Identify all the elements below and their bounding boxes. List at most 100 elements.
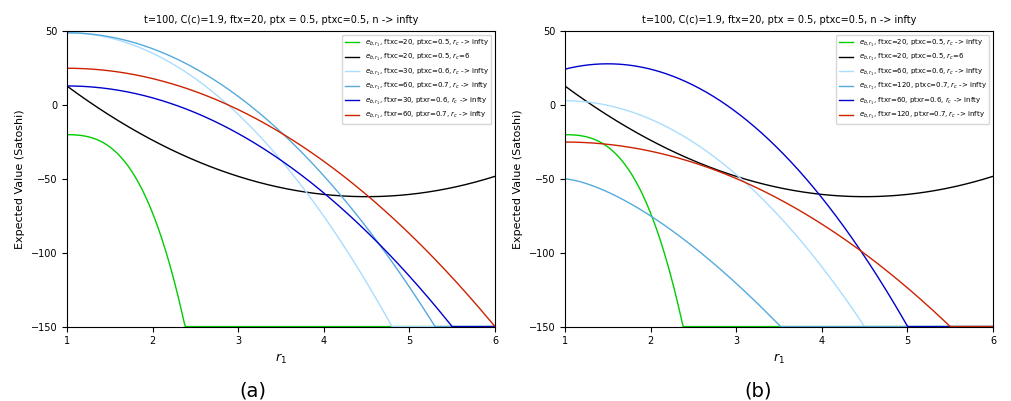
$e_{b,r_1}$, ftxc=120, ptxc=0.7, $r_c$ -> infty	[775, 324, 788, 329]
Title: t=100, C(c)=1.9, ftx=20, ptx = 0.5, ptxc=0.5, n -> infty: t=100, C(c)=1.9, ftx=20, ptx = 0.5, ptxc…	[144, 15, 419, 25]
$e_{b,r_1}$, ftxr=120, ptxr=0.7, $r_c$ -> infty	[978, 324, 990, 329]
$e_{b,r_1}$, ftxc=30, ptxc=0.6, $r_c$ -> infty	[61, 30, 73, 35]
$e_{b,r_1}$, ftxr=60, ptxr=0.6, $r_c$ -> infty	[765, 140, 777, 145]
Text: (b): (b)	[744, 382, 772, 401]
$e_{b,r_1}$, ftxr=30, ptxr=0.6, $r_c$ -> infty	[489, 324, 501, 329]
$e_{b,r_1}$, ftxc=60, ptxc=0.7, $r_c$ -> infty	[479, 324, 491, 329]
$e_{b,r_1}$, ftxc=20, ptxc=0.5, $r_c$ -> infty	[763, 324, 775, 329]
$e_{b,r_1}$, ftxc=20, ptxc=0.5, $r_c$ -> infty	[412, 324, 425, 329]
$e_{b,r_1}$, ftxr=60, ptxr=0.6, $r_c$ -> infty	[979, 324, 991, 329]
$e_{b,r_1}$, ftxr=120, ptxr=0.7, $r_c$ -> infty	[764, 192, 776, 197]
$e_{b,r_1}$, ftxc=20, ptxc=0.5, $r_c$ -> infty	[815, 324, 827, 329]
$e_{b,r_1}$, ftxc=20, ptxc=0.5, $r_c$ -> infty	[978, 324, 990, 329]
$e_{b,r_1}$, ftxc=120, ptxc=0.7, $r_c$ -> infty	[762, 312, 774, 316]
$e_{b,r_1}$, ftxc=60, ptxc=0.6, $r_c$ -> infty	[859, 324, 871, 329]
$e_{b,r_1}$, ftxc=60, ptxc=0.7, $r_c$ -> infty	[489, 324, 501, 329]
Line: $e_{b,r_1}$, ftxc=20, ptxc=0.5, $r_c$=6: $e_{b,r_1}$, ftxc=20, ptxc=0.5, $r_c$=6	[67, 86, 495, 196]
$e_{b,r_1}$, ftxr=120, ptxr=0.7, $r_c$ -> infty	[910, 293, 922, 298]
$e_{b,r_1}$, ftxr=60, ptxr=0.7, $r_c$ -> infty	[267, 126, 279, 130]
$e_{b,r_1}$, ftxc=20, ptxc=0.5, $r_c$ -> infty	[987, 324, 999, 329]
$e_{b,r_1}$, ftxc=60, ptxc=0.7, $r_c$ -> infty	[430, 324, 442, 329]
$e_{b,r_1}$, ftxc=120, ptxc=0.7, $r_c$ -> infty	[987, 324, 999, 329]
$e_{b,r_1}$, ftxc=60, ptxc=0.7, $r_c$ -> infty	[267, 122, 279, 127]
Y-axis label: Expected Value (Satoshi): Expected Value (Satoshi)	[15, 109, 25, 249]
$e_{b,r_1}$, ftxr=120, ptxr=0.7, $r_c$ -> infty	[559, 140, 571, 144]
$e_{b,r_1}$, ftxr=60, ptxr=0.7, $r_c$ -> infty	[478, 312, 490, 317]
$e_{b,r_1}$, ftxc=20, ptxc=0.5, $r_c$=6	[264, 183, 276, 188]
$e_{b,r_1}$, ftxc=60, ptxc=0.7, $r_c$ -> infty	[411, 297, 424, 302]
Line: $e_{b,r_1}$, ftxc=120, ptxc=0.7, $r_c$ -> infty: $e_{b,r_1}$, ftxc=120, ptxc=0.7, $r_c$ -…	[565, 179, 993, 326]
$e_{b,r_1}$, ftxr=60, ptxr=0.6, $r_c$ -> infty	[792, 166, 804, 171]
$e_{b,r_1}$, ftxc=60, ptxc=0.7, $r_c$ -> infty	[315, 171, 328, 176]
$e_{b,r_1}$, ftxc=30, ptxc=0.6, $r_c$ -> infty	[489, 324, 501, 329]
$e_{b,r_1}$, ftxc=20, ptxc=0.5, $r_c$=6	[412, 191, 425, 196]
Line: $e_{b,r_1}$, ftxr=120, ptxr=0.7, $r_c$ -> infty: $e_{b,r_1}$, ftxr=120, ptxr=0.7, $r_c$ -…	[565, 142, 993, 326]
$e_{b,r_1}$, ftxc=20, ptxc=0.5, $r_c$=6	[987, 174, 999, 179]
$e_{b,r_1}$, ftxr=120, ptxr=0.7, $r_c$ -> infty	[814, 220, 826, 225]
Y-axis label: Expected Value (Satoshi): Expected Value (Satoshi)	[513, 109, 523, 249]
X-axis label: $r_1$: $r_1$	[275, 352, 287, 366]
$e_{b,r_1}$, ftxr=30, ptxr=0.6, $r_c$ -> infty	[267, 152, 279, 157]
Line: $e_{b,r_1}$, ftxc=60, ptxc=0.7, $r_c$ -> infty: $e_{b,r_1}$, ftxc=60, ptxc=0.7, $r_c$ ->…	[67, 33, 495, 326]
$e_{b,r_1}$, ftxr=120, ptxr=0.7, $r_c$ -> infty	[945, 324, 957, 329]
$e_{b,r_1}$, ftxr=30, ptxr=0.6, $r_c$ -> infty	[447, 324, 459, 329]
$e_{b,r_1}$, ftxc=20, ptxc=0.5, $r_c$ -> infty	[489, 324, 501, 329]
$e_{b,r_1}$, ftxr=120, ptxr=0.7, $r_c$ -> infty	[987, 324, 999, 329]
$e_{b,r_1}$, ftxr=60, ptxr=0.6, $r_c$ -> infty	[559, 67, 571, 71]
$e_{b,r_1}$, ftxc=20, ptxc=0.5, $r_c$ -> infty	[479, 324, 491, 329]
$e_{b,r_1}$, ftxc=20, ptxc=0.5, $r_c$=6	[360, 194, 372, 199]
$e_{b,r_1}$, ftxc=20, ptxc=0.5, $r_c$=6	[978, 177, 990, 182]
Line: $e_{b,r_1}$, ftxr=60, ptxr=0.7, $r_c$ -> infty: $e_{b,r_1}$, ftxr=60, ptxr=0.7, $r_c$ ->…	[67, 68, 495, 326]
$e_{b,r_1}$, ftxc=20, ptxc=0.5, $r_c$ -> infty	[293, 324, 305, 329]
$e_{b,r_1}$, ftxc=20, ptxc=0.5, $r_c$=6	[61, 83, 73, 88]
Text: (a): (a)	[240, 382, 266, 401]
Legend: $e_{b,r_1}$, ftxc=20, ptxc=0.5, $r_c$ -> infty, $e_{b,r_1}$, ftxc=20, ptxc=0.5, : $e_{b,r_1}$, ftxc=20, ptxc=0.5, $r_c$ ->…	[836, 35, 990, 124]
Line: $e_{b,r_1}$, ftxc=60, ptxc=0.6, $r_c$ -> infty: $e_{b,r_1}$, ftxc=60, ptxc=0.6, $r_c$ ->…	[565, 101, 993, 326]
$e_{b,r_1}$, ftxc=20, ptxc=0.5, $r_c$ -> infty	[61, 132, 73, 137]
$e_{b,r_1}$, ftxc=60, ptxc=0.7, $r_c$ -> infty	[292, 147, 304, 152]
$e_{b,r_1}$, ftxc=20, ptxc=0.5, $r_c$ -> infty	[179, 324, 191, 329]
$e_{b,r_1}$, ftxr=60, ptxr=0.6, $r_c$ -> infty	[763, 138, 775, 142]
$e_{b,r_1}$, ftxc=60, ptxc=0.7, $r_c$ -> infty	[264, 120, 276, 125]
$e_{b,r_1}$, ftxc=60, ptxc=0.6, $r_c$ -> infty	[762, 202, 774, 207]
$e_{b,r_1}$, ftxc=20, ptxc=0.5, $r_c$ -> infty	[792, 324, 804, 329]
$e_{b,r_1}$, ftxr=60, ptxr=0.7, $r_c$ -> infty	[61, 66, 73, 71]
Line: $e_{b,r_1}$, ftxc=30, ptxc=0.6, $r_c$ -> infty: $e_{b,r_1}$, ftxc=30, ptxc=0.6, $r_c$ ->…	[67, 33, 495, 326]
Line: $e_{b,r_1}$, ftxr=60, ptxr=0.6, $r_c$ -> infty: $e_{b,r_1}$, ftxr=60, ptxr=0.6, $r_c$ ->…	[565, 64, 993, 326]
Line: $e_{b,r_1}$, ftxc=20, ptxc=0.5, $r_c$ -> infty: $e_{b,r_1}$, ftxc=20, ptxc=0.5, $r_c$ ->…	[67, 135, 495, 326]
$e_{b,r_1}$, ftxc=120, ptxc=0.7, $r_c$ -> infty	[911, 324, 923, 329]
$e_{b,r_1}$, ftxr=120, ptxr=0.7, $r_c$ -> infty	[791, 206, 803, 211]
$e_{b,r_1}$, ftxr=60, ptxr=0.6, $r_c$ -> infty	[902, 324, 914, 329]
$e_{b,r_1}$, ftxc=20, ptxc=0.5, $r_c$=6	[762, 183, 774, 188]
$e_{b,r_1}$, ftxc=60, ptxc=0.6, $r_c$ -> infty	[814, 261, 826, 266]
$e_{b,r_1}$, ftxc=20, ptxc=0.5, $r_c$=6	[559, 83, 571, 88]
X-axis label: $r_1$: $r_1$	[773, 352, 785, 366]
$e_{b,r_1}$, ftxc=20, ptxc=0.5, $r_c$ -> infty	[911, 324, 923, 329]
$e_{b,r_1}$, ftxc=20, ptxc=0.5, $r_c$=6	[292, 188, 304, 193]
$e_{b,r_1}$, ftxc=60, ptxc=0.6, $r_c$ -> infty	[911, 324, 923, 329]
$e_{b,r_1}$, ftxc=30, ptxc=0.6, $r_c$ -> infty	[292, 180, 304, 184]
$e_{b,r_1}$, ftxr=30, ptxr=0.6, $r_c$ -> infty	[315, 189, 328, 194]
$e_{b,r_1}$, ftxr=60, ptxr=0.7, $r_c$ -> infty	[264, 124, 276, 129]
Line: $e_{b,r_1}$, ftxr=30, ptxr=0.6, $r_c$ -> infty: $e_{b,r_1}$, ftxr=30, ptxr=0.6, $r_c$ ->…	[67, 86, 495, 326]
$e_{b,r_1}$, ftxc=60, ptxc=0.6, $r_c$ -> infty	[978, 324, 990, 329]
$e_{b,r_1}$, ftxc=20, ptxc=0.5, $r_c$ -> infty	[265, 324, 277, 329]
$e_{b,r_1}$, ftxc=120, ptxc=0.7, $r_c$ -> infty	[978, 324, 990, 329]
$e_{b,r_1}$, ftxc=120, ptxc=0.7, $r_c$ -> infty	[764, 314, 776, 319]
$e_{b,r_1}$, ftxc=30, ptxc=0.6, $r_c$ -> infty	[412, 324, 425, 329]
$e_{b,r_1}$, ftxc=20, ptxc=0.5, $r_c$=6	[791, 188, 803, 193]
$e_{b,r_1}$, ftxc=30, ptxc=0.6, $r_c$ -> infty	[386, 324, 398, 329]
$e_{b,r_1}$, ftxc=20, ptxc=0.5, $r_c$ -> infty	[677, 324, 690, 329]
$e_{b,r_1}$, ftxc=20, ptxc=0.5, $r_c$ -> infty	[268, 324, 280, 329]
$e_{b,r_1}$, ftxr=30, ptxr=0.6, $r_c$ -> infty	[264, 150, 276, 155]
$e_{b,r_1}$, ftxr=60, ptxr=0.6, $r_c$ -> infty	[987, 324, 999, 329]
$e_{b,r_1}$, ftxc=30, ptxc=0.6, $r_c$ -> infty	[315, 211, 328, 216]
$e_{b,r_1}$, ftxc=20, ptxc=0.5, $r_c$ -> infty	[316, 324, 329, 329]
$e_{b,r_1}$, ftxc=20, ptxc=0.5, $r_c$=6	[814, 192, 826, 196]
Legend: $e_{b,r_1}$, ftxc=20, ptxc=0.5, $r_c$ -> infty, $e_{b,r_1}$, ftxc=20, ptxc=0.5, : $e_{b,r_1}$, ftxc=20, ptxc=0.5, $r_c$ ->…	[343, 35, 491, 124]
Line: $e_{b,r_1}$, ftxc=20, ptxc=0.5, $r_c$ -> infty: $e_{b,r_1}$, ftxc=20, ptxc=0.5, $r_c$ ->…	[565, 135, 993, 326]
$e_{b,r_1}$, ftxr=30, ptxr=0.6, $r_c$ -> infty	[479, 324, 491, 329]
$e_{b,r_1}$, ftxc=20, ptxc=0.5, $r_c$=6	[479, 177, 491, 182]
$e_{b,r_1}$, ftxc=20, ptxc=0.5, $r_c$=6	[858, 194, 870, 199]
$e_{b,r_1}$, ftxc=20, ptxc=0.5, $r_c$=6	[764, 183, 776, 188]
